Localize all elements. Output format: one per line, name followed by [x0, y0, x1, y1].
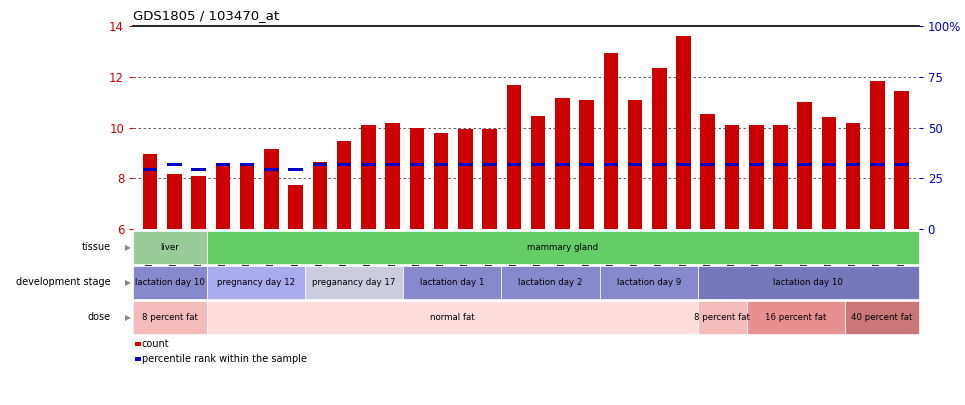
Bar: [482, 163, 497, 166]
Bar: [652, 68, 667, 229]
Text: preganancy day 17: preganancy day 17: [313, 278, 396, 287]
Bar: [313, 163, 327, 166]
Bar: [507, 85, 521, 229]
Bar: [773, 125, 787, 229]
Bar: [579, 100, 593, 229]
Bar: [628, 100, 643, 229]
Text: ▶: ▶: [125, 278, 131, 287]
Bar: [701, 163, 715, 166]
Bar: [240, 164, 255, 229]
Text: percentile rank within the sample: percentile rank within the sample: [142, 354, 307, 364]
Text: lactation day 10: lactation day 10: [773, 278, 843, 287]
Bar: [725, 125, 739, 229]
Bar: [628, 163, 643, 166]
Text: lactation day 1: lactation day 1: [420, 278, 484, 287]
Text: dose: dose: [88, 312, 111, 322]
Bar: [797, 102, 812, 229]
Bar: [579, 163, 593, 166]
Bar: [434, 133, 449, 229]
Bar: [725, 163, 739, 166]
Text: 16 percent fat: 16 percent fat: [765, 313, 827, 322]
Bar: [191, 176, 206, 229]
Bar: [191, 168, 206, 171]
Bar: [409, 163, 424, 166]
Bar: [652, 163, 667, 166]
Text: lactation day 2: lactation day 2: [518, 278, 583, 287]
Bar: [313, 162, 327, 229]
Bar: [264, 149, 279, 229]
Text: tissue: tissue: [82, 243, 111, 252]
Bar: [846, 163, 861, 166]
Bar: [773, 163, 787, 166]
Bar: [458, 129, 473, 229]
Bar: [749, 125, 763, 229]
Text: GDS1805 / 103470_at: GDS1805 / 103470_at: [133, 9, 279, 22]
Bar: [289, 185, 303, 229]
Bar: [531, 116, 545, 229]
Bar: [749, 163, 763, 166]
Text: 8 percent fat: 8 percent fat: [695, 313, 750, 322]
Bar: [337, 163, 351, 166]
Text: ▶: ▶: [125, 313, 131, 322]
Bar: [822, 163, 837, 166]
Bar: [846, 122, 861, 229]
Text: liver: liver: [160, 243, 179, 252]
Text: lactation day 10: lactation day 10: [135, 278, 205, 287]
Bar: [822, 117, 837, 229]
Text: pregnancy day 12: pregnancy day 12: [217, 278, 295, 287]
Bar: [385, 163, 400, 166]
Text: normal fat: normal fat: [430, 313, 475, 322]
Bar: [434, 163, 449, 166]
Bar: [603, 163, 618, 166]
Bar: [507, 163, 521, 166]
Bar: [167, 175, 181, 229]
Text: 40 percent fat: 40 percent fat: [851, 313, 913, 322]
Bar: [215, 163, 230, 166]
Bar: [337, 141, 351, 229]
Bar: [482, 129, 497, 229]
Bar: [895, 91, 909, 229]
Text: ▶: ▶: [125, 243, 131, 252]
Bar: [870, 81, 885, 229]
Bar: [240, 163, 255, 166]
Bar: [264, 168, 279, 171]
Bar: [555, 163, 569, 166]
Bar: [167, 163, 181, 166]
Bar: [797, 163, 812, 166]
Text: count: count: [142, 339, 170, 349]
Bar: [870, 163, 885, 166]
Text: mammary gland: mammary gland: [527, 243, 598, 252]
Text: lactation day 9: lactation day 9: [617, 278, 680, 287]
Bar: [215, 163, 230, 229]
Bar: [361, 163, 375, 166]
Bar: [676, 36, 691, 229]
Bar: [458, 163, 473, 166]
Bar: [603, 53, 618, 229]
Bar: [701, 114, 715, 229]
Bar: [409, 128, 424, 229]
Text: 8 percent fat: 8 percent fat: [142, 313, 198, 322]
Bar: [531, 163, 545, 166]
Text: development stage: development stage: [16, 277, 111, 287]
Bar: [676, 163, 691, 166]
Bar: [143, 154, 157, 229]
Bar: [289, 168, 303, 171]
Bar: [143, 168, 157, 171]
Bar: [555, 98, 569, 229]
Bar: [385, 122, 400, 229]
Bar: [361, 125, 375, 229]
Bar: [895, 163, 909, 166]
